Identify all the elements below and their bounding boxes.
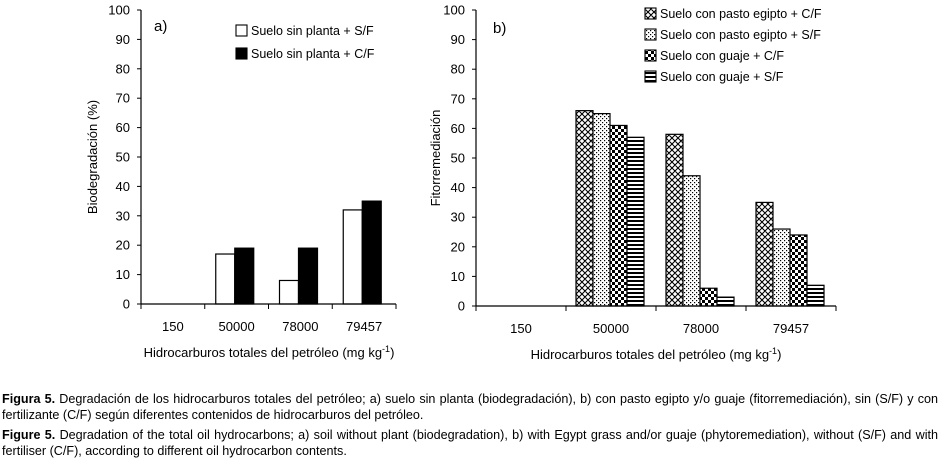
chart-a-bar <box>278 279 300 305</box>
chart-b-bar <box>755 201 774 307</box>
chart-b-x-axis-label-end: ) <box>777 347 781 362</box>
chart-a-ytick-label: 90 <box>116 32 130 47</box>
chart-a-legend-swatch <box>235 24 248 37</box>
chart-b-category-label: 78000 <box>683 321 719 336</box>
chart-a-bar <box>342 209 363 305</box>
chart-b-x-axis-label: Hidrocarburos totales del petróleo (mg k… <box>531 346 782 362</box>
chart-a-panel-label: a) <box>154 18 167 35</box>
caption-spanish: Figura 5. Degradación de los hidrocarbur… <box>2 391 938 423</box>
chart-a-x-axis-label-end: ) <box>390 345 394 360</box>
chart-a-ytick-label: 20 <box>116 238 130 253</box>
chart-b-ytick-label: 10 <box>451 269 465 284</box>
chart-b-legend-label: Suelo con guaje + S/F <box>660 70 784 84</box>
chart-b-bar <box>575 110 594 307</box>
chart-b-bar <box>772 228 791 307</box>
chart-b-phytoremediation: 0 10 20 30 40 50 60 70 80 90 100 150 50000 78000 79457… <box>428 3 837 362</box>
chart-b-category-label: 150 <box>510 321 532 336</box>
chart-a-bar <box>215 253 236 305</box>
chart-b-ytick-label: 0 <box>458 299 465 314</box>
chart-a-ytick-label: 0 <box>123 297 130 312</box>
chart-b-bar <box>716 296 735 307</box>
chart-b-ytick-label: 90 <box>451 32 465 47</box>
chart-b-bar <box>682 175 701 307</box>
chart-a-x-axis-label-main: Hidrocarburos totales del petróleo (mg k… <box>144 345 382 360</box>
chart-a-legend-label: Suelo sin planta + S/F <box>251 24 374 38</box>
chart-b-ytick-label: 60 <box>451 121 465 136</box>
chart-b-bar <box>609 124 628 307</box>
chart-b-legend-label: Suelo con guaje + C/F <box>660 49 784 63</box>
chart-a-ytick-label: 50 <box>116 150 130 165</box>
chart-b-ytick-label: 20 <box>451 239 465 254</box>
chart-b-bar <box>665 133 684 307</box>
chart-a-category-label: 150 <box>162 319 184 334</box>
chart-b-legend-swatch <box>644 7 657 20</box>
chart-a-biodegradation: 0 10 20 30 40 50 60 70 80 90 100 150 50000 78000 79457… <box>85 3 397 360</box>
chart-b-bar <box>592 112 611 307</box>
chart-b-x-axis-label-sup: -1 <box>769 346 777 356</box>
chart-b-category-label: 50000 <box>593 321 629 336</box>
chart-a-ytick-label: 70 <box>116 91 130 106</box>
caption-english-label: Figure 5. <box>2 428 56 442</box>
chart-b-bar <box>789 234 808 307</box>
chart-a-ytick-label: 100 <box>108 3 130 18</box>
chart-b-legend-swatch <box>644 28 657 41</box>
chart-a-y-axis-label: Biodegradación (%) <box>85 100 100 214</box>
chart-b-legend-label: Suelo con pasto egipto + S/F <box>660 28 821 42</box>
caption-english-text: Degradation of the total oil hydrocarbon… <box>2 428 938 458</box>
chart-a-category-label: 50000 <box>219 319 255 334</box>
chart-b-y-axis-label: Fitorremediación <box>428 110 443 207</box>
chart-a-ytick-label: 30 <box>116 208 130 223</box>
caption-spanish-label: Figura 5. <box>2 392 56 406</box>
chart-a-legend-swatch <box>235 47 248 60</box>
chart-b-legend-label: Suelo con pasto egipto + C/F <box>660 7 822 21</box>
caption-spanish-text: Degradación de los hidrocarburos totales… <box>2 392 939 422</box>
chart-b-ytick-label: 100 <box>443 3 465 18</box>
chart-a-category-label: 78000 <box>282 319 318 334</box>
chart-b-panel-label: b) <box>493 20 506 37</box>
chart-b-legend-swatch <box>644 49 657 62</box>
caption-english: Figure 5. Degradation of the total oil h… <box>2 427 938 459</box>
chart-b-bar <box>626 136 645 307</box>
chart-a-bar <box>361 200 382 305</box>
chart-b-bar <box>806 284 825 307</box>
chart-a-legend-label: Suelo sin planta + C/F <box>251 47 375 61</box>
chart-a-ytick-label: 40 <box>116 179 130 194</box>
chart-b-legend-swatch <box>644 70 657 83</box>
chart-b-ytick-label: 70 <box>451 91 465 106</box>
chart-a-ytick-label: 60 <box>116 120 130 135</box>
chart-b-category-label: 79457 <box>773 321 809 336</box>
chart-a-ytick-label: 10 <box>116 267 130 282</box>
chart-a-ytick-label: 80 <box>116 61 130 76</box>
chart-b-ytick-label: 30 <box>451 210 465 225</box>
chart-a-x-axis-label: Hidrocarburos totales del petróleo (mg k… <box>144 344 395 360</box>
chart-b-ytick-label: 80 <box>451 62 465 77</box>
chart-b-ytick-label: 40 <box>451 180 465 195</box>
chart-b-bar <box>699 287 718 307</box>
chart-b-ytick-label: 50 <box>451 151 465 166</box>
chart-a-category-label: 79457 <box>346 319 382 334</box>
chart-b-x-axis-label-main: Hidrocarburos totales del petróleo (mg k… <box>531 347 769 362</box>
chart-a-bar <box>297 247 319 305</box>
chart-a-bar <box>234 247 255 305</box>
chart-a-x-axis-label-sup: -1 <box>382 344 390 354</box>
